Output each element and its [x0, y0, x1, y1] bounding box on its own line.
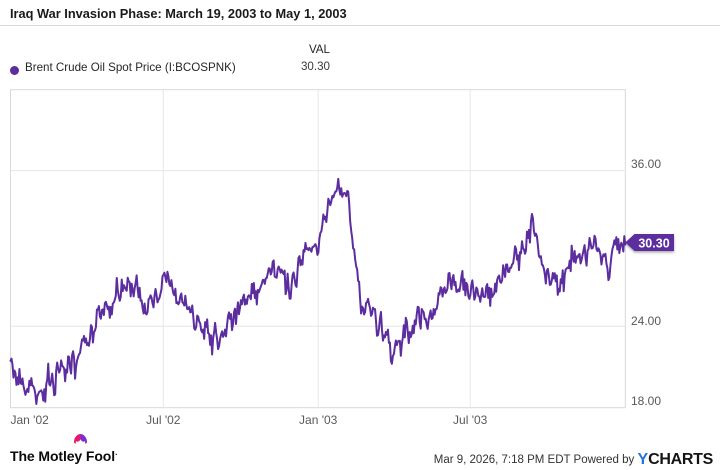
- svg-text:30.30: 30.30: [638, 237, 669, 251]
